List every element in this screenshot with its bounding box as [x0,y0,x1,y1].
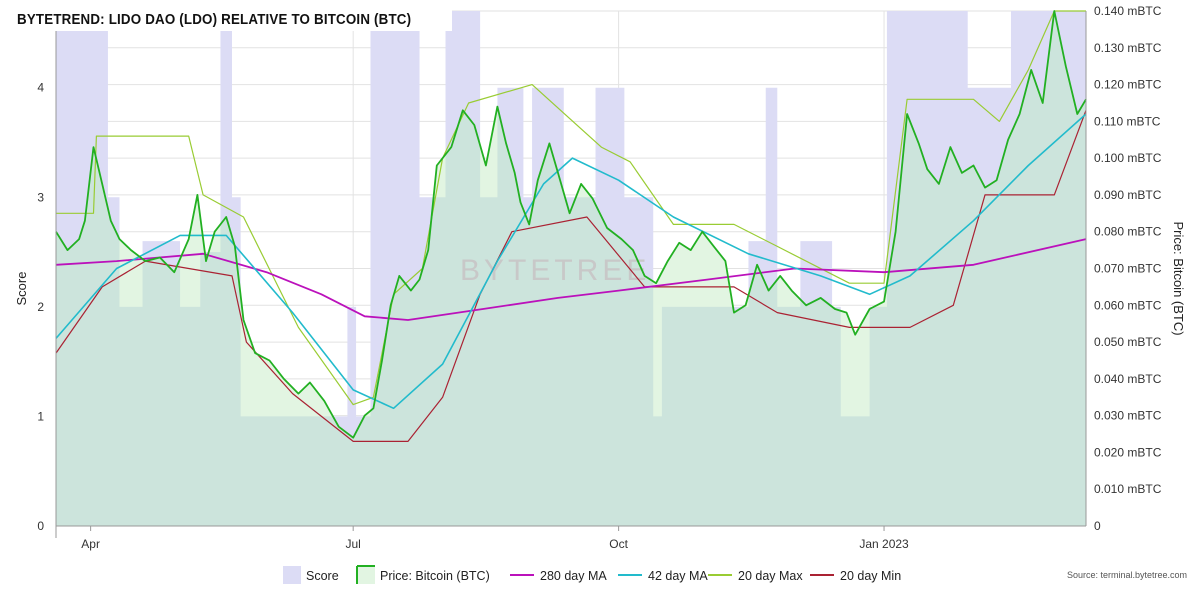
x-tick-label: Jan 2023 [859,537,909,551]
legend-label: 20 day Max [738,569,803,583]
legend-item[interactable]: 280 day MA [510,569,607,583]
price-area-layer [56,11,1086,526]
legend-label: 42 day MA [648,569,708,583]
series-lines [55,10,1087,442]
min20-line [55,110,1087,442]
right-tick-label: 0 [1094,519,1101,533]
right-tick-label: 0.040 mBTC [1094,372,1162,386]
legend-label: Score [306,569,339,583]
right-tick-label: 0.010 mBTC [1094,482,1162,496]
legend: Score Price: Bitcoin (BTC) 280 day MA 42 da… [283,565,901,584]
legend-item[interactable]: 20 day Max [708,569,803,583]
right-tick-label: 0.080 mBTC [1094,225,1162,239]
legend-item[interactable]: Price: Bitcoin (BTC) [356,565,490,584]
right-tick-label: 0.130 mBTC [1094,41,1162,55]
right-tick-label: 0.140 mBTC [1094,4,1162,18]
legend-label: 20 day Min [840,569,901,583]
legend-label: Price: Bitcoin (BTC) [380,569,490,583]
ma280-line [55,238,1087,321]
price-line [55,10,1087,439]
watermark: BYTETREE [460,254,650,287]
legend-item[interactable]: Score [283,566,339,584]
right-tick-label: 0.090 mBTC [1094,188,1162,202]
legend-swatch [283,566,301,584]
legend-label: 280 day MA [540,569,607,583]
left-tick-label: 2 [37,300,44,314]
max20-line [56,10,1086,406]
right-tick-label: 0.060 mBTC [1094,298,1162,312]
left-tick-label: 1 [37,409,44,423]
chart-title-box: BYTETREND: LIDO DAO (LDO) RELATIVE TO BI… [11,9,452,31]
x-tick-label: Oct [609,537,628,551]
left-axis-title: Score [14,272,29,306]
x-tick-label: Apr [81,537,100,551]
axes: 0 1 2 3 4 0 0.010 mBTC 0.020 mBTC 0.030 mBTC 0.04… [14,4,1186,551]
right-tick-label: 0.110 mBTC [1094,114,1161,128]
chart-title: BYTETREND: LIDO DAO (LDO) RELATIVE TO BI… [17,12,412,28]
right-axis-title: Price: Bitcoin (BTC) [1171,221,1186,335]
source-note: Source: terminal.bytetree.com [1067,570,1187,580]
right-tick-label: 0.050 mBTC [1094,335,1162,349]
right-tick-label: 0.120 mBTC [1094,78,1162,92]
legend-item[interactable]: 20 day Min [810,569,901,583]
legend-swatch [357,566,375,584]
legend-item[interactable]: 42 day MA [618,569,708,583]
x-tick-label: Jul [345,537,360,551]
right-tick-label: 0.020 mBTC [1094,445,1162,459]
right-tick-label: 0.070 mBTC [1094,262,1162,276]
right-tick-label: 0.030 mBTC [1094,409,1162,423]
left-tick-label: 4 [37,81,44,95]
left-tick-label: 3 [37,190,44,204]
left-tick-label: 0 [37,519,44,533]
right-tick-label: 0.100 mBTC [1094,151,1162,165]
